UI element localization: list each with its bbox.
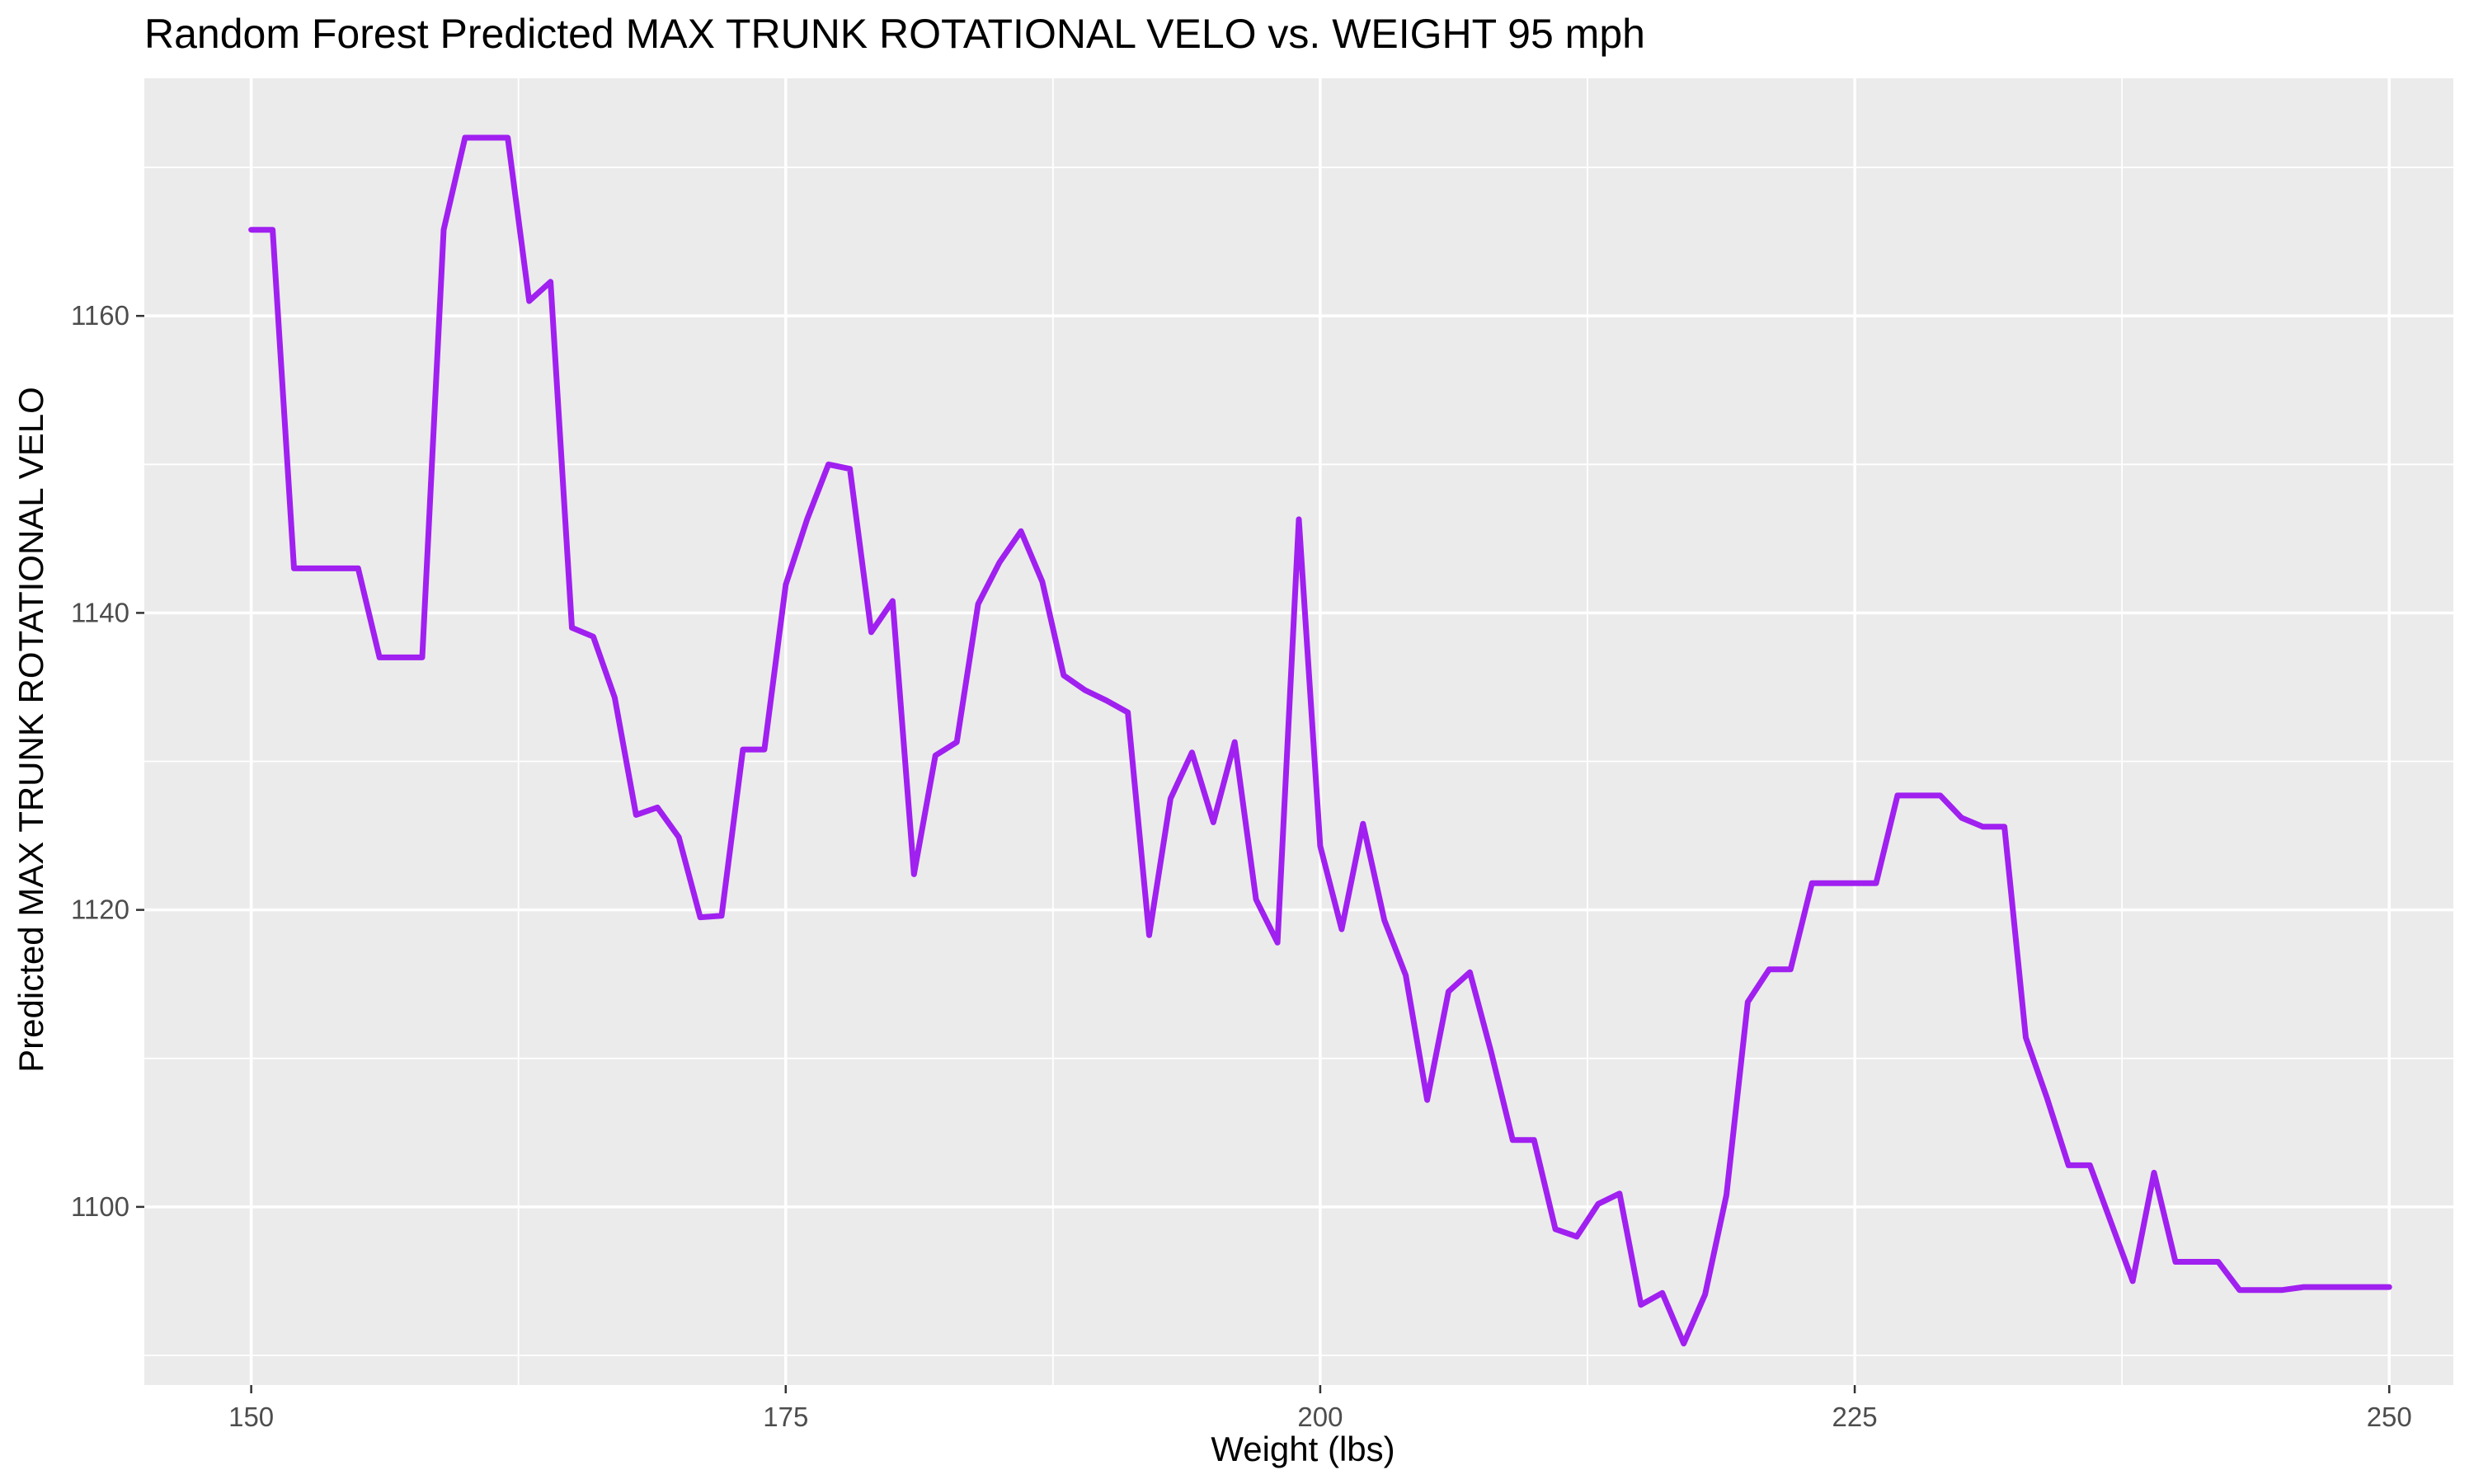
x-tick-label: 175 bbox=[763, 1402, 808, 1432]
x-tick-label: 150 bbox=[228, 1402, 274, 1432]
x-tick-label: 250 bbox=[2367, 1402, 2412, 1432]
y-axis-label: Predicted MAX TRUNK ROTATIONAL VELO bbox=[12, 387, 50, 1073]
axes: 150 175 200 225 250 1100 1120 1140 1160 bbox=[71, 300, 2412, 1432]
chart-title: Random Forest Predicted MAX TRUNK ROTATI… bbox=[144, 11, 1645, 57]
y-tick-label: 1120 bbox=[71, 895, 129, 925]
x-axis-label: Weight (lbs) bbox=[1211, 1430, 1395, 1468]
y-tick-label: 1100 bbox=[71, 1191, 129, 1222]
plot-panel bbox=[144, 78, 2453, 1385]
series-line bbox=[248, 134, 2392, 1347]
grid-lines bbox=[144, 78, 2453, 1385]
y-tick-label: 1160 bbox=[71, 300, 129, 331]
y-tick-label: 1140 bbox=[71, 597, 129, 627]
x-tick-label: 200 bbox=[1297, 1402, 1343, 1432]
x-tick-label: 225 bbox=[1832, 1402, 1878, 1432]
